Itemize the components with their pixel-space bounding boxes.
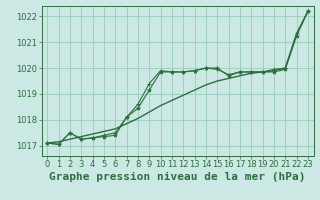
X-axis label: Graphe pression niveau de la mer (hPa): Graphe pression niveau de la mer (hPa) <box>49 172 306 182</box>
